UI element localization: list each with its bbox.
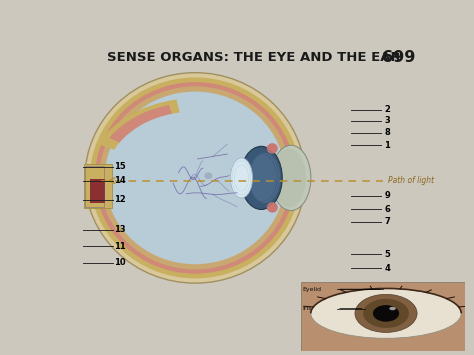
Ellipse shape [271,145,311,211]
Text: 699: 699 [382,50,416,65]
Ellipse shape [389,307,396,310]
Ellipse shape [267,143,278,154]
Text: 3: 3 [384,116,390,125]
Text: 2: 2 [384,105,390,114]
Text: Path of light: Path of light [388,176,434,185]
Text: 7: 7 [384,217,390,226]
FancyBboxPatch shape [301,282,465,351]
Text: 5: 5 [384,250,390,259]
Ellipse shape [267,202,278,213]
Ellipse shape [311,289,461,338]
Wedge shape [111,111,195,178]
Text: 4: 4 [384,264,390,273]
Text: 9: 9 [384,191,390,200]
Text: 13: 13 [114,225,126,234]
Text: 6: 6 [384,205,390,214]
Ellipse shape [99,86,291,269]
Ellipse shape [240,146,282,209]
Text: 12: 12 [114,195,126,204]
FancyBboxPatch shape [90,179,105,203]
Text: Eyelid: Eyelid [302,286,322,292]
Ellipse shape [273,148,306,207]
Ellipse shape [105,92,285,264]
Ellipse shape [95,82,295,274]
FancyBboxPatch shape [84,164,112,208]
Text: 1: 1 [384,141,390,149]
Ellipse shape [249,153,281,203]
Text: 11: 11 [114,242,126,251]
Text: 14: 14 [114,176,126,185]
Text: SENSE ORGANS: THE EYE AND THE EAR: SENSE ORGANS: THE EYE AND THE EAR [107,51,401,64]
Text: 8: 8 [384,128,390,137]
Text: Iris: Iris [302,306,312,311]
Text: 15: 15 [114,163,126,171]
Text: 10: 10 [114,258,126,267]
Ellipse shape [363,299,409,328]
Ellipse shape [355,294,417,332]
Wedge shape [109,105,195,178]
Ellipse shape [90,77,301,278]
Ellipse shape [204,173,212,179]
Ellipse shape [373,305,399,322]
Ellipse shape [230,158,253,198]
Wedge shape [98,99,195,178]
Ellipse shape [85,73,305,283]
